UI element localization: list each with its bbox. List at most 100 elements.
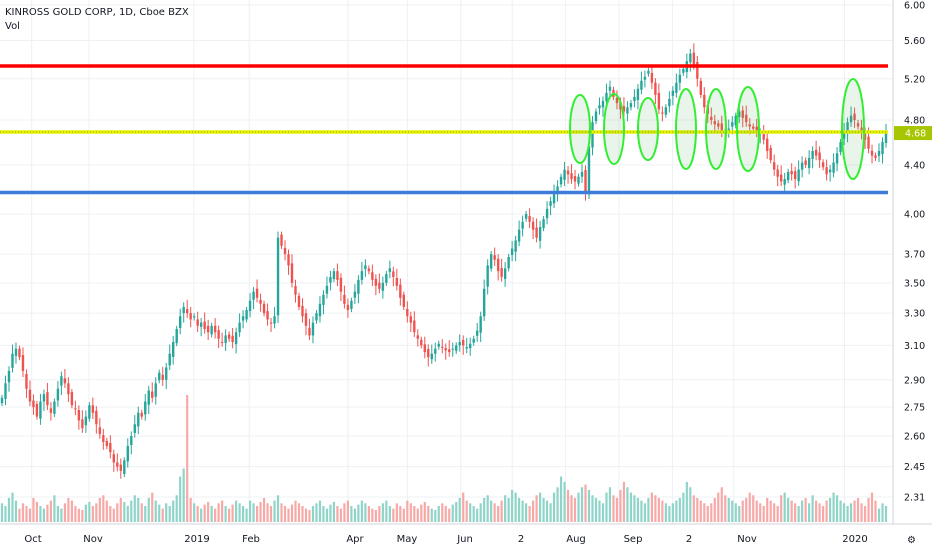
candle-body [563, 169, 566, 180]
volume-bar [832, 492, 835, 522]
candle [821, 159, 825, 171]
candle [290, 254, 294, 288]
x-tick-label: May [397, 534, 418, 545]
x-tick-label: 2 [518, 534, 524, 545]
candle-body [178, 316, 182, 328]
candle-body [703, 94, 706, 108]
candle-body [545, 208, 549, 219]
candle-body [458, 342, 461, 346]
volume-bar [304, 508, 308, 522]
volume-bar [815, 500, 818, 522]
volume-bar [402, 508, 405, 522]
candle-body [25, 374, 28, 389]
volume-bar [545, 500, 549, 522]
candle [151, 382, 154, 403]
candle-body [84, 416, 88, 426]
volume-bar [472, 505, 475, 522]
volume-bar [437, 505, 440, 522]
candle [241, 310, 245, 329]
volume-bar [427, 505, 430, 522]
y-tick-label: 5.20 [904, 74, 925, 85]
candle [357, 275, 360, 304]
candle [828, 164, 832, 182]
candle-body [496, 258, 500, 272]
volume-bar [371, 508, 374, 522]
volume-bar [668, 505, 671, 522]
volume-bar [179, 476, 182, 522]
volume-bar [713, 497, 716, 522]
volume-bar [661, 500, 664, 522]
candle-body [283, 247, 287, 255]
candle-body [629, 103, 633, 108]
candle [123, 457, 126, 478]
candle-body [835, 153, 839, 164]
candle-body [238, 322, 241, 333]
candle [479, 311, 482, 343]
candle [745, 105, 748, 127]
candle-body [259, 299, 262, 304]
candle-body [95, 410, 98, 425]
candle-body [731, 122, 734, 127]
candle-body [332, 271, 336, 280]
volume-bar [175, 495, 178, 522]
candle-body [514, 240, 517, 252]
volume-bar [252, 503, 255, 522]
candle [165, 362, 168, 390]
candle [797, 160, 800, 186]
volume-bar [664, 503, 667, 522]
candle-body [713, 121, 716, 125]
candle-body [241, 316, 245, 321]
volume-bar [228, 508, 231, 522]
candle-body [748, 124, 751, 127]
candle-body [413, 320, 416, 333]
volume-bar [853, 500, 856, 522]
candle [255, 279, 259, 303]
candle [430, 344, 433, 364]
y-tick-label: 3.30 [904, 309, 925, 320]
volume-bar [486, 495, 489, 522]
candle [566, 165, 570, 184]
candle-body [53, 401, 56, 414]
candle [147, 385, 150, 415]
settings-icon[interactable]: ⚙ [907, 535, 916, 546]
candle-body [203, 321, 206, 330]
volume-bar [126, 505, 129, 522]
candle [462, 335, 465, 355]
candle-body [776, 169, 779, 177]
volume-bar [297, 503, 301, 522]
candle-body [91, 405, 95, 413]
candle-body [46, 392, 49, 406]
candle [102, 428, 105, 450]
x-tick-label: Aug [566, 534, 586, 545]
volume-bar [49, 500, 53, 522]
candle-body [734, 115, 737, 126]
volume-bar [856, 497, 860, 522]
candle [91, 397, 95, 420]
volume-bar [640, 500, 643, 522]
volume-bar [563, 481, 566, 522]
candle [584, 165, 587, 201]
candle [14, 342, 18, 364]
candle [336, 263, 339, 287]
volume-bar [186, 395, 189, 522]
candle-body [608, 86, 612, 91]
volume-bar [692, 495, 695, 522]
candle [161, 367, 164, 386]
candle-body [273, 316, 276, 324]
candle-body [455, 345, 458, 351]
volume-bar [14, 500, 18, 522]
candle-body [42, 394, 46, 402]
candle [98, 418, 102, 439]
y-tick-label: 2.75 [904, 403, 925, 414]
volume-bar [780, 495, 783, 522]
candle [458, 334, 461, 352]
candle-body [647, 70, 650, 74]
volume-bar [521, 500, 524, 522]
volume-bar [811, 495, 814, 522]
candle-body [266, 311, 269, 320]
candle [367, 265, 371, 275]
candle-body [503, 268, 507, 280]
candle-body [130, 436, 133, 446]
candle-body [654, 82, 657, 95]
